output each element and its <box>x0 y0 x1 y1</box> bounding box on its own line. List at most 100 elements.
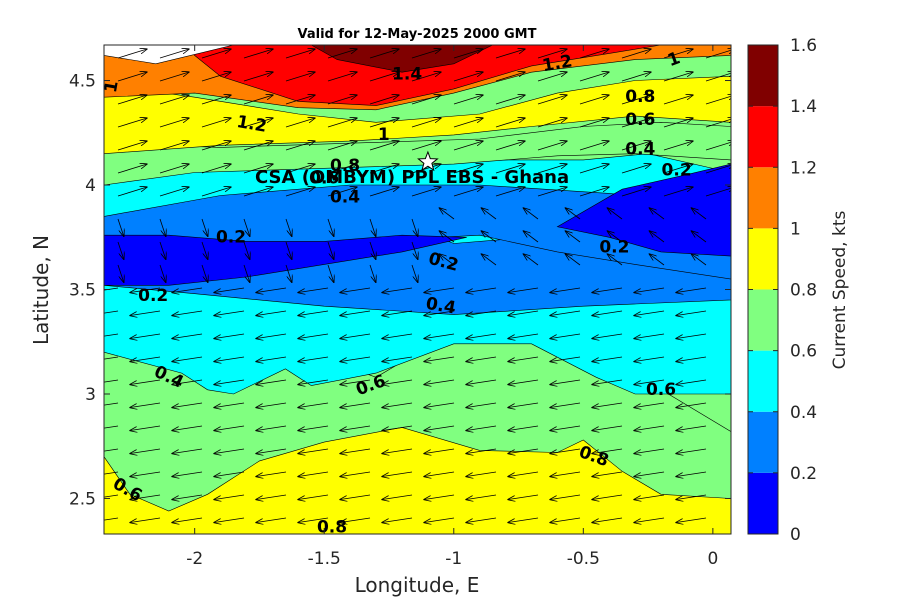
x-tick-label-0: -2 <box>186 549 203 569</box>
contour-label-11: 0.6 <box>309 169 339 189</box>
current-arrow-239 <box>566 231 581 243</box>
current-arrow-275 <box>663 95 693 105</box>
current-arrow-167 <box>382 517 413 523</box>
current-arrow-71 <box>243 241 250 259</box>
current-arrow-37 <box>130 425 161 431</box>
current-arrow-135 <box>369 264 376 282</box>
current-arrow-28 <box>159 218 166 236</box>
current-arrow-86 <box>285 95 315 105</box>
current-arrow-17 <box>104 448 119 452</box>
current-arrow-147 <box>411 49 441 59</box>
current-arrow-92 <box>285 241 292 259</box>
current-arrow-265 <box>592 356 623 362</box>
current-arrow-12 <box>104 333 119 337</box>
current-arrow-253 <box>621 72 651 82</box>
current-arrow-178 <box>424 287 455 293</box>
current-arrow-195 <box>495 187 525 197</box>
current-arrow-143 <box>340 448 371 454</box>
current-arrow-155 <box>411 241 418 259</box>
colorbar-tick-label-0: 0 <box>790 525 801 545</box>
current-arrow-62 <box>172 517 203 523</box>
current-arrow-207 <box>466 471 497 477</box>
contour-label-16: 0.2 <box>138 286 168 306</box>
current-arrow-256 <box>621 141 651 151</box>
current-arrow-260 <box>608 231 623 243</box>
current-arrow-286 <box>634 356 665 362</box>
site-star-marker <box>417 150 439 172</box>
current-arrow-232 <box>579 72 609 82</box>
colorbar-tick-label-1: 0.2 <box>790 464 817 484</box>
current-arrow-136 <box>340 287 371 293</box>
current-arrow-29 <box>159 241 166 259</box>
current-arrow-194 <box>495 164 525 174</box>
current-arrow-49 <box>201 218 208 236</box>
current-arrow-259 <box>608 208 623 220</box>
current-arrow-152 <box>411 164 441 174</box>
current-arrow-251 <box>550 517 581 523</box>
current-arrow-216 <box>537 187 567 197</box>
current-arrow-58 <box>172 425 203 431</box>
y-tick-label-4: 4.5 <box>69 72 96 92</box>
current-arrow-36 <box>130 402 161 408</box>
current-arrow-79 <box>214 425 245 431</box>
colorbar-tick-label-6: 1.2 <box>790 158 817 178</box>
current-arrow-73 <box>214 287 245 293</box>
current-arrow-243 <box>550 333 581 339</box>
current-arrow-131 <box>369 164 399 174</box>
current-arrow-210 <box>537 49 567 59</box>
current-arrow-234 <box>579 118 609 128</box>
current-arrow-68 <box>243 164 273 174</box>
current-arrow-59 <box>172 448 203 454</box>
current-arrow-41 <box>130 517 161 523</box>
current-arrow-237 <box>579 187 609 197</box>
current-arrow-150 <box>411 118 441 128</box>
current-arrow-310 <box>676 425 707 431</box>
current-arrow-292 <box>634 494 665 500</box>
current-arrow-229 <box>508 494 539 500</box>
current-arrow-6 <box>117 187 147 197</box>
current-arrow-78 <box>214 402 245 408</box>
colorbar-title: Current Speed, kts <box>830 211 850 370</box>
current-arrow-252 <box>621 49 651 59</box>
current-arrow-94 <box>256 287 287 293</box>
current-arrow-146 <box>340 517 371 523</box>
current-arrow-209 <box>466 517 497 523</box>
current-arrow-225 <box>508 402 539 408</box>
current-arrow-101 <box>256 448 287 454</box>
contour-region-6 <box>104 234 467 286</box>
current-arrow-296 <box>705 95 731 105</box>
current-arrow-134 <box>369 241 376 259</box>
current-arrow-245 <box>550 379 581 385</box>
x-tick-label-4: 0 <box>707 549 718 569</box>
y-tick-label-2: 3.5 <box>69 281 96 301</box>
contour-region-13 <box>104 45 234 65</box>
contour-label-12: 0.4 <box>330 188 360 208</box>
current-arrow-271 <box>592 494 623 500</box>
current-arrow-162 <box>382 402 413 408</box>
current-arrow-116 <box>298 310 329 316</box>
current-arrow-204 <box>466 402 497 408</box>
current-arrow-163 <box>382 425 413 431</box>
contour-label-7: 0.6 <box>625 110 655 130</box>
current-arrow-282 <box>650 254 665 266</box>
current-arrow-54 <box>172 333 203 339</box>
current-arrow-139 <box>340 356 371 362</box>
current-arrow-276 <box>663 118 693 128</box>
colorbar-band-5 <box>748 167 778 229</box>
y-tick-label-1: 3 <box>85 385 96 405</box>
contour-label-10: 0.8 <box>330 156 360 176</box>
current-arrow-285 <box>634 333 665 339</box>
current-arrow-173 <box>453 164 483 174</box>
current-arrow-149 <box>411 95 441 105</box>
current-arrow-138 <box>340 333 371 339</box>
current-arrow-272 <box>592 517 623 523</box>
current-arrow-31 <box>130 287 161 293</box>
current-arrow-222 <box>508 333 539 339</box>
current-arrow-248 <box>550 448 581 454</box>
current-arrow-294 <box>705 49 731 59</box>
contour-label-2: 1.4 <box>392 64 422 84</box>
current-arrow-0 <box>117 49 147 59</box>
current-arrow-76 <box>214 356 245 362</box>
current-arrow-290 <box>634 448 665 454</box>
current-arrow-309 <box>676 402 707 408</box>
